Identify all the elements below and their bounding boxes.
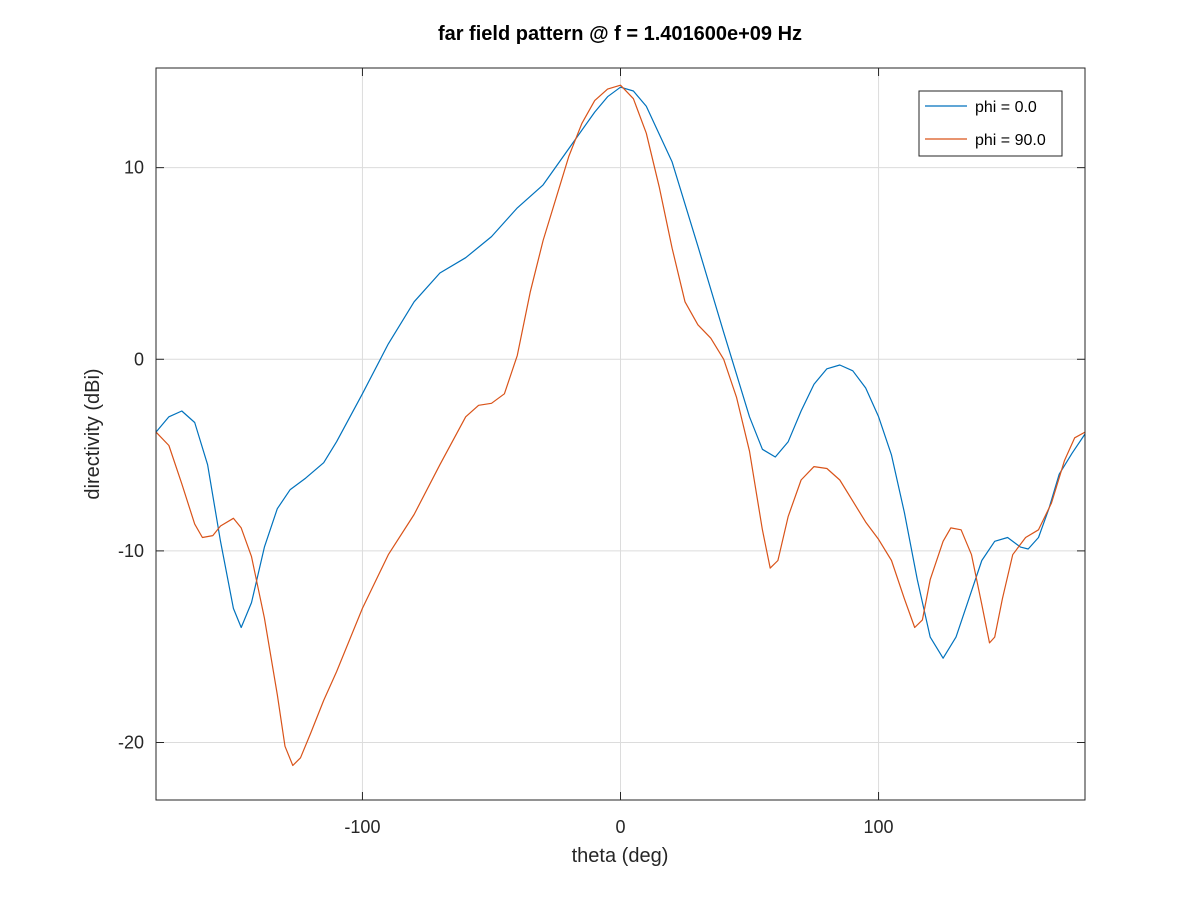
- series-line-0: [155, 86, 1086, 659]
- y-tick-label: -20: [118, 733, 144, 753]
- y-tick-label: -10: [118, 541, 144, 561]
- plot-series: [155, 84, 1086, 767]
- y-tick-label: 0: [134, 349, 144, 369]
- legend-label-phi-90: phi = 90.0: [975, 132, 1046, 149]
- y-tick-label: 10: [124, 158, 144, 178]
- legend: phi = 0.0 phi = 90.0: [918, 90, 1063, 157]
- legend-box: [918, 90, 1063, 157]
- x-tick-label: 0: [615, 817, 625, 837]
- x-tick-label: -100: [344, 817, 380, 837]
- grid: [156, 68, 1085, 800]
- y-axis-label: directivity (dBi): [82, 368, 104, 499]
- x-axis-label: theta (deg): [572, 845, 669, 867]
- series-line-1: [155, 84, 1086, 767]
- legend-label-phi-0: phi = 0.0: [975, 99, 1037, 116]
- chart-title: far field pattern @ f = 1.401600e+09 Hz: [438, 23, 802, 45]
- x-tick-label: 100: [864, 817, 894, 837]
